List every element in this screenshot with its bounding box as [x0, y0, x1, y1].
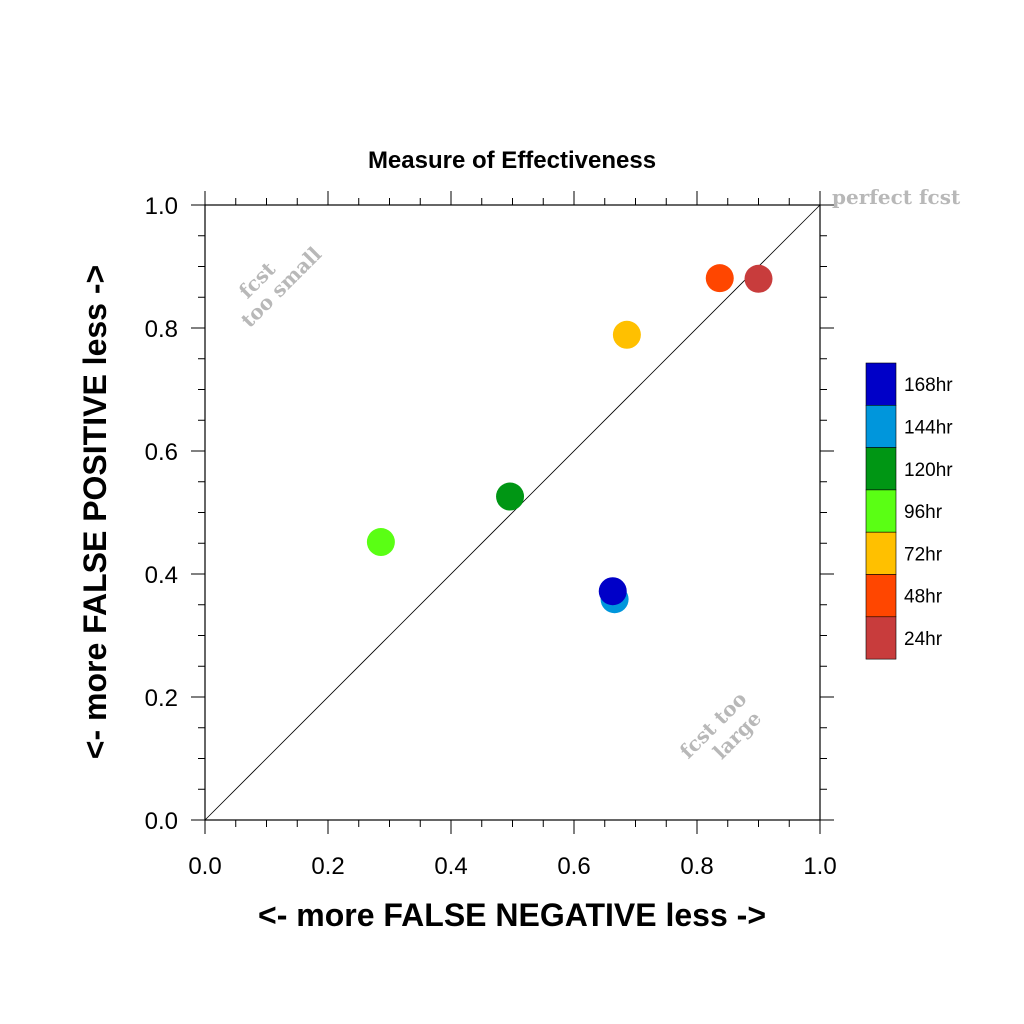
y-tick-label: 0.4 — [145, 562, 178, 589]
point-120hr — [496, 482, 525, 511]
y-tick-label: 0.2 — [145, 685, 178, 712]
legend-swatch-48hr — [865, 574, 897, 618]
point-96hr — [366, 528, 395, 557]
x-tick-label: 1.0 — [803, 853, 836, 880]
legend-label-48hr: 48hr — [904, 587, 943, 608]
legend: 168hr 144hr 120hr 96hr 72hr 48hr 24hr — [865, 362, 953, 660]
x-tick-labels: 0.0 0.2 0.4 0.6 0.8 1.0 — [188, 853, 836, 880]
point-168hr — [598, 577, 627, 606]
y-axis-label: <- more FALSE POSITIVE less -> — [77, 265, 113, 759]
legend-label-120hr: 120hr — [904, 460, 953, 481]
legend-label-72hr: 72hr — [904, 544, 943, 565]
legend-label-24hr: 24hr — [904, 629, 943, 650]
data-points — [366, 264, 773, 614]
legend-swatch-168hr — [865, 362, 897, 406]
x-tick-label: 0.0 — [188, 853, 221, 880]
chart-title: Measure of Effectiveness — [368, 147, 656, 174]
annotation-fcst-too-large: fcst too large — [675, 687, 766, 764]
annotation-perfect-fcst: perfect fcst — [832, 185, 961, 209]
y-tick-label: 0.6 — [145, 439, 178, 466]
x-tick-label: 0.6 — [557, 853, 590, 880]
y-tick-label: 0.0 — [145, 808, 178, 835]
y-tick-labels: 0.0 0.2 0.4 0.6 0.8 1.0 — [145, 193, 178, 835]
legend-swatch-96hr — [865, 489, 897, 533]
legend-swatch-144hr — [865, 404, 897, 448]
x-axis-label: <- more FALSE NEGATIVE less -> — [258, 897, 766, 933]
legend-label-96hr: 96hr — [904, 502, 943, 523]
point-48hr — [705, 264, 734, 293]
x-tick-label: 0.8 — [680, 853, 713, 880]
legend-swatch-72hr — [865, 531, 897, 575]
legend-label-144hr: 144hr — [904, 417, 953, 438]
x-tick-label: 0.4 — [434, 853, 467, 880]
perfect-forecast-diagonal — [204, 204, 821, 821]
y-tick-label: 0.8 — [145, 316, 178, 343]
legend-label-168hr: 168hr — [904, 375, 953, 396]
x-tick-label: 0.2 — [311, 853, 344, 880]
annotation-fcst-too-small: fcst too small — [234, 242, 326, 332]
legend-swatch-24hr — [865, 616, 897, 660]
tick-marks — [191, 191, 834, 834]
legend-swatch-120hr — [865, 447, 897, 491]
y-tick-label: 1.0 — [145, 193, 178, 220]
point-24hr — [744, 264, 773, 293]
point-72hr — [612, 320, 641, 349]
